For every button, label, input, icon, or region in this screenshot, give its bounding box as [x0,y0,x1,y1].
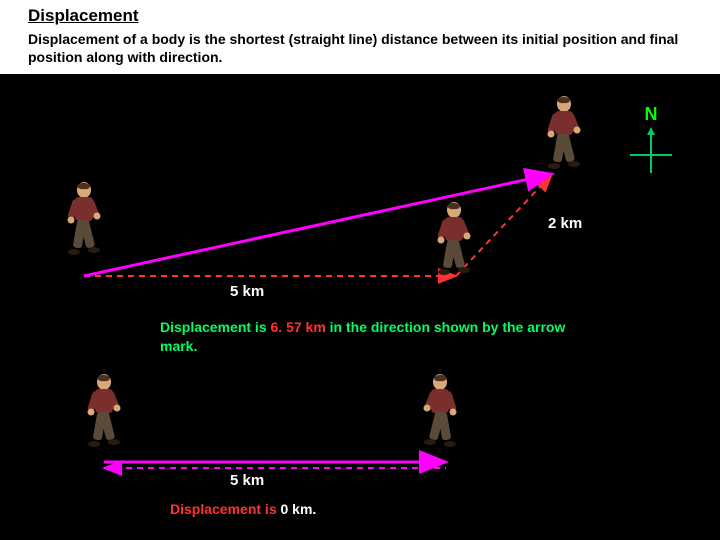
displacement-result-2: Displacement is 0 km. [170,500,316,518]
result-value: 6. 57 km [271,319,326,335]
distance-label-5km: 5 km [230,283,264,300]
compass-n-label: N [626,104,676,125]
header-bar: Displacement Displacement of a body is t… [0,0,720,74]
distance-label-5km-2: 5 km [230,472,264,489]
person-figure [430,200,474,278]
distance-label-2km: 2 km [548,215,582,232]
person-figure [60,180,104,258]
person-figure [420,372,464,450]
diagram1-lines [0,74,720,534]
compass-arrow-icon [626,125,676,175]
page-title: Displacement [28,6,692,26]
displacement-result-1: Displacement is 6. 57 km in the directio… [160,318,590,354]
result-prefix: Displacement is [170,501,281,517]
person-figure [540,94,584,172]
diagram-area: N [0,74,720,534]
result-value: 0 km. [281,501,317,517]
result-prefix: Displacement is [160,319,271,335]
definition-text: Displacement of a body is the shortest (… [28,30,692,66]
person-figure [80,372,124,450]
compass: N [626,104,676,180]
